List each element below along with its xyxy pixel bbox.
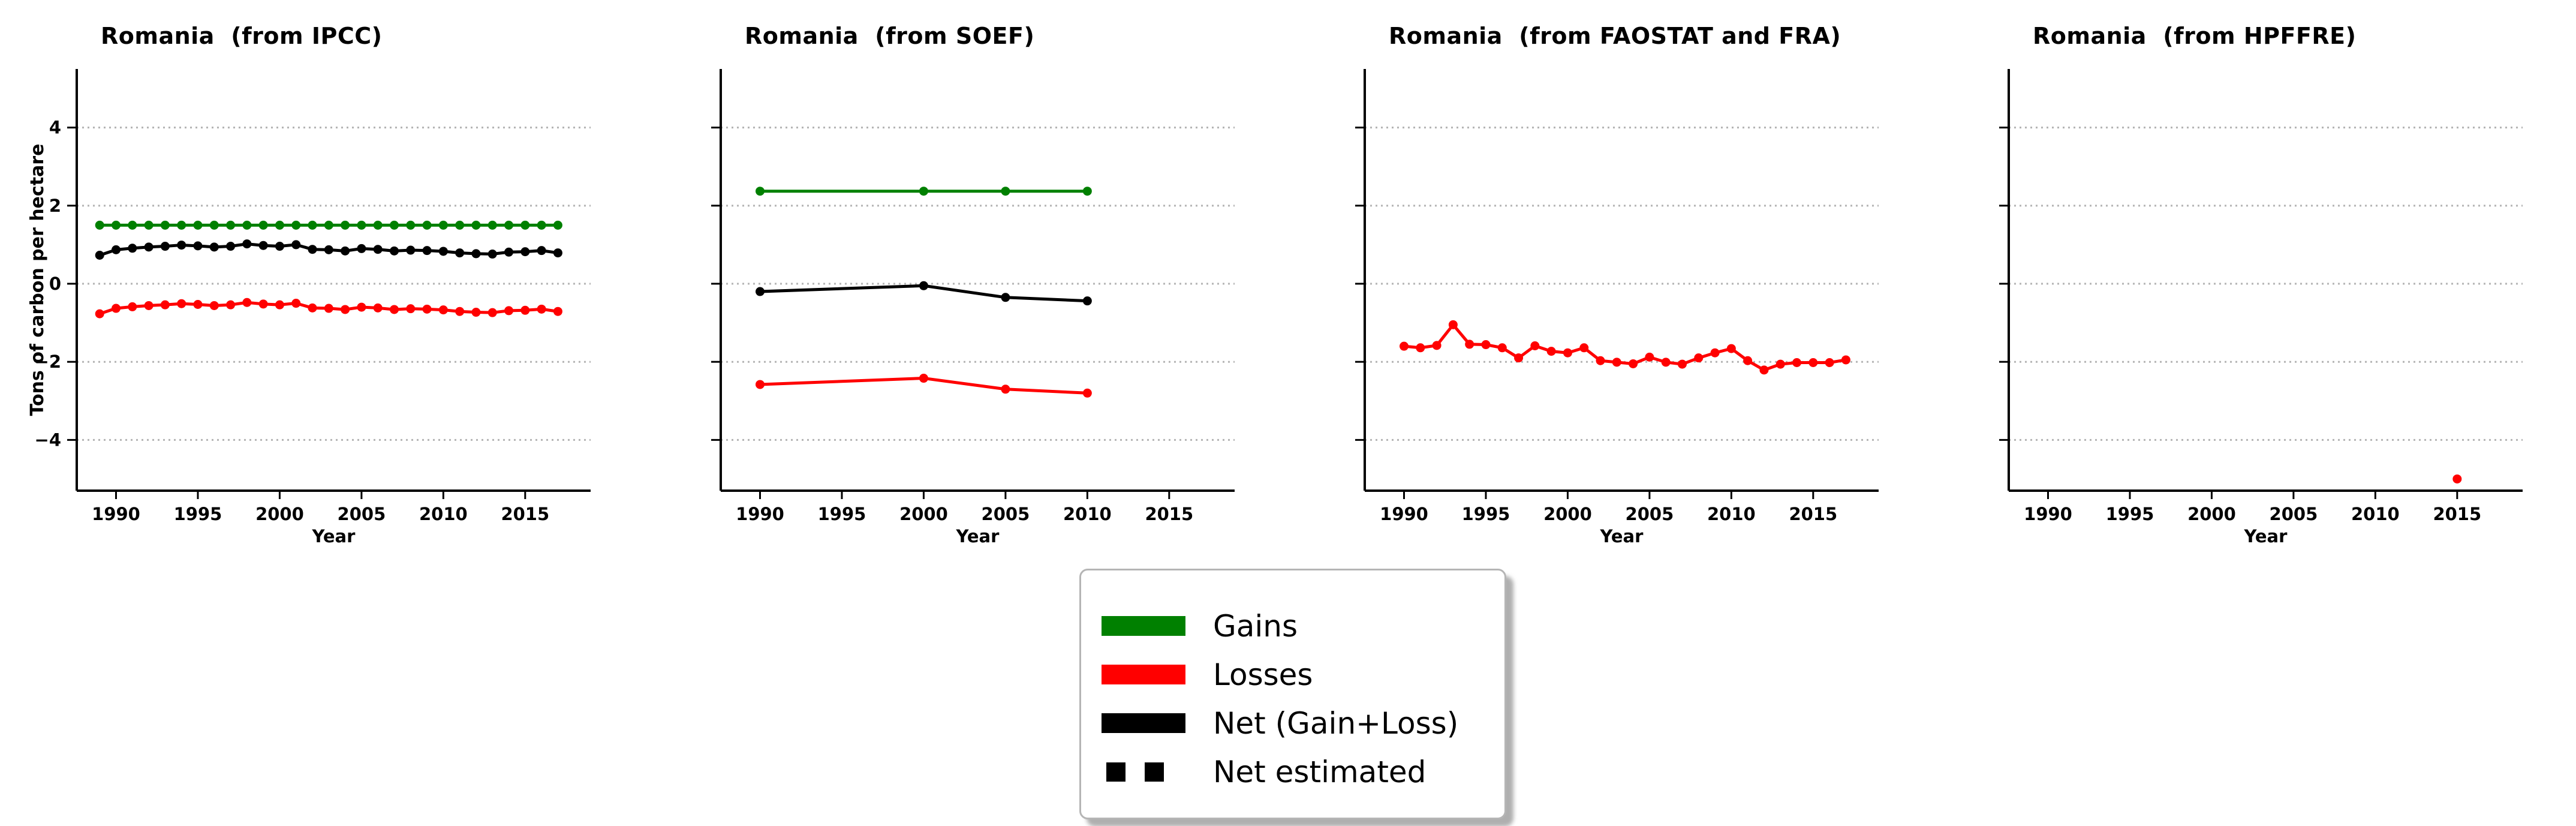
svg-text:2005: 2005 <box>1626 504 1674 524</box>
svg-text:2005: 2005 <box>2270 504 2318 524</box>
chart-title-faostat-fra: Romania (from FAOSTAT and FRA) <box>1389 23 1841 49</box>
legend-item-net: Net (Gain+Loss) <box>1102 699 1504 747</box>
svg-text:Year: Year <box>1600 526 1644 546</box>
net-estimated-dashed-swatch-icon <box>1106 762 1164 782</box>
svg-text:4: 4 <box>49 118 61 138</box>
svg-text:2000: 2000 <box>899 504 948 524</box>
legend-label-losses: Losses <box>1213 657 1313 692</box>
svg-text:1990: 1990 <box>1380 504 1428 524</box>
svg-text:−4: −4 <box>35 429 61 450</box>
legend: Gains Losses Net (Gain+Loss) Net estimat… <box>1079 569 1506 819</box>
net-line-swatch-icon <box>1102 713 1185 733</box>
legend-label-gains: Gains <box>1213 608 1298 644</box>
svg-text:2010: 2010 <box>1707 504 1756 524</box>
svg-text:1995: 1995 <box>818 504 866 524</box>
svg-text:2000: 2000 <box>1543 504 1592 524</box>
svg-text:2015: 2015 <box>2433 504 2481 524</box>
legend-label-net: Net (Gain+Loss) <box>1213 705 1459 741</box>
svg-text:1995: 1995 <box>1462 504 1510 524</box>
svg-text:Year: Year <box>312 526 356 546</box>
svg-text:2010: 2010 <box>1063 504 1112 524</box>
svg-text:2015: 2015 <box>1145 504 1193 524</box>
svg-text:2015: 2015 <box>1789 504 1837 524</box>
gains-line-swatch-icon <box>1102 616 1185 636</box>
svg-text:1995: 1995 <box>174 504 222 524</box>
chart-plot-faostat-fra: 1990 1995 2000 2005 2010 2015 Year <box>1355 69 1879 546</box>
svg-text:1995: 1995 <box>2106 504 2154 524</box>
svg-text:2: 2 <box>49 196 61 216</box>
chart-plot-hpffre: 1990 1995 2000 2005 2010 2015 Year <box>1999 69 2523 546</box>
svg-text:Tons of carbon per hectare: Tons of carbon per hectare <box>27 144 48 416</box>
svg-text:Year: Year <box>2244 526 2288 546</box>
legend-item-gains: Gains <box>1102 602 1504 650</box>
svg-text:0: 0 <box>49 274 61 294</box>
chart-panel-hpffre: 1990 1995 2000 2005 2010 2015 Year Romania (fr… <box>1932 0 2576 552</box>
svg-text:2010: 2010 <box>2351 504 2400 524</box>
chart-title-ipcc: Romania (from IPCC) <box>101 23 383 49</box>
charts-row: −4 −2 0 2 4 1990 1995 2000 2005 2010 2015 Year Tons … <box>0 0 2576 552</box>
svg-text:1990: 1990 <box>736 504 784 524</box>
svg-text:2000: 2000 <box>255 504 304 524</box>
svg-text:Year: Year <box>956 526 1000 546</box>
svg-text:1990: 1990 <box>92 504 140 524</box>
svg-text:−2: −2 <box>35 352 61 372</box>
svg-text:2015: 2015 <box>501 504 549 524</box>
svg-text:2000: 2000 <box>2187 504 2236 524</box>
svg-text:1990: 1990 <box>2024 504 2072 524</box>
legend-item-net-estimated: Net estimated <box>1102 747 1504 796</box>
legend-item-losses: Losses <box>1102 650 1504 699</box>
chart-title-soef: Romania (from SOEF) <box>745 23 1035 49</box>
chart-plot-ipcc: −4 −2 0 2 4 1990 1995 2000 2005 2010 2015 Year Tons … <box>27 69 591 546</box>
svg-text:2005: 2005 <box>982 504 1030 524</box>
legend-label-net-estimated: Net estimated <box>1213 754 1427 789</box>
losses-line-swatch-icon <box>1102 665 1185 684</box>
chart-title-hpffre: Romania (from HPFFRE) <box>2033 23 2357 49</box>
svg-text:2010: 2010 <box>419 504 468 524</box>
chart-plot-soef: 1990 1995 2000 2005 2010 2015 Year <box>711 69 1235 546</box>
chart-panel-faostat-fra: 1990 1995 2000 2005 2010 2015 Year Romania (fr… <box>1288 0 1932 552</box>
chart-panel-soef: 1990 1995 2000 2005 2010 2015 Year Romania (fr… <box>644 0 1288 552</box>
chart-panel-ipcc: −4 −2 0 2 4 1990 1995 2000 2005 2010 2015 Year Tons … <box>0 0 644 552</box>
svg-text:2005: 2005 <box>338 504 386 524</box>
